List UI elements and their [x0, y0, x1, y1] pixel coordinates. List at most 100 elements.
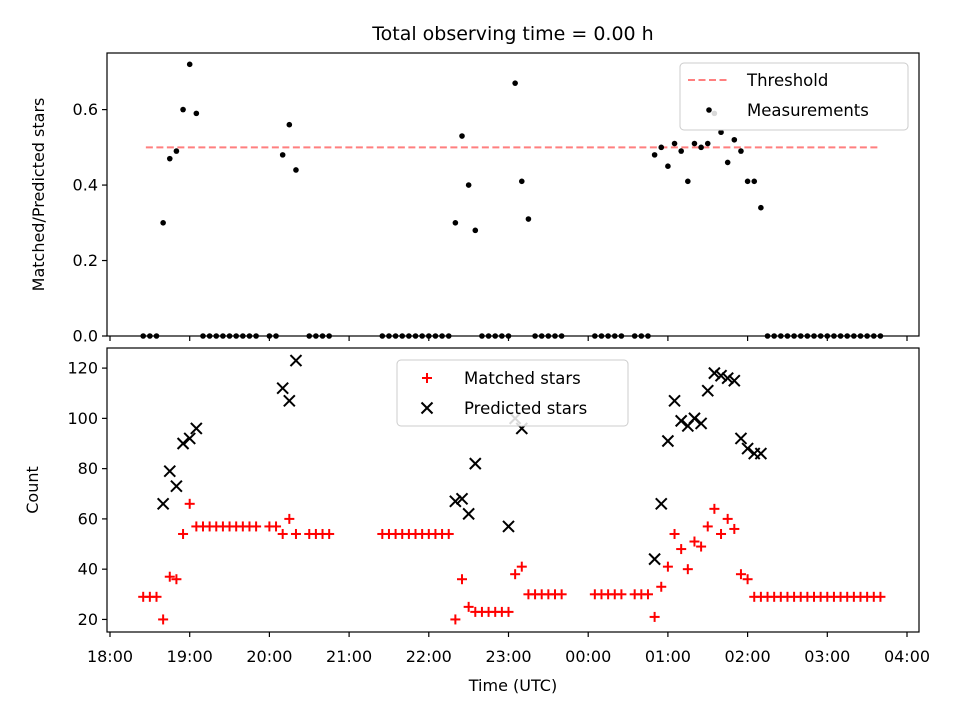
matched-star-point: [616, 589, 627, 600]
matched-star-point: [457, 574, 468, 585]
predicted-star-point: [708, 366, 721, 380]
predicted-star-point: [455, 492, 469, 506]
measurement-point: [758, 204, 764, 211]
predicted-x-b: [190, 422, 203, 435]
predicted-x-b: [734, 432, 748, 445]
matched-star-point: [277, 528, 288, 539]
predicted-star-point: [469, 457, 482, 470]
legend-predicted-label: Predicted stars: [464, 399, 587, 418]
matched-star-point: [290, 528, 301, 539]
bottom-x-tick-label: 21:00: [326, 647, 372, 666]
measurement-point: [472, 227, 479, 234]
predicted-x-b: [721, 371, 734, 385]
matched-star-point: [696, 541, 707, 552]
legend-matched-label: Matched stars: [464, 369, 581, 388]
bottom-subplot: 20 40 60 80 100 120 18:00 19:00 20:00 21:00 22:00 2…: [23, 347, 930, 695]
matched-star-point: [649, 611, 660, 622]
bottom-x-tick-label: 00:00: [565, 647, 611, 666]
measurement-point: [678, 148, 684, 154]
predicted-x-b: [701, 384, 714, 397]
matched-star-point: [271, 521, 282, 532]
predicted-star-point: [655, 497, 668, 511]
predicted-x-b: [283, 394, 296, 407]
predicted-star-point: [648, 552, 661, 566]
predicted-x-b: [170, 480, 183, 493]
bottom-y-tick-label: 120: [67, 359, 98, 378]
predicted-x-b: [469, 457, 482, 470]
predicted-x-b: [449, 495, 462, 508]
measurement-point: [731, 136, 738, 143]
predicted-x-b: [754, 447, 768, 460]
predicted-star-point: [688, 412, 701, 425]
predicted-star-point: [502, 520, 515, 533]
matched-star-point: [676, 544, 687, 555]
legend-measurements-swatch: [706, 107, 712, 113]
bottom-x-tick-label: 22:00: [406, 647, 452, 666]
matched-star-point: [662, 561, 673, 572]
matched-star-point: [503, 606, 514, 617]
predicted-x-b: [289, 354, 303, 367]
bottom-y-tick-label: 40: [78, 560, 98, 579]
measurement-point: [193, 110, 200, 117]
predicted-star-point: [661, 434, 675, 448]
predicted-star-point: [449, 495, 462, 508]
measurement-point: [718, 129, 724, 136]
predicted-star-point: [289, 354, 303, 367]
top-y-axis-label: Matched/Predicted stars: [29, 98, 48, 292]
measurement-point: [651, 152, 658, 158]
predicted-star-point: [163, 464, 176, 478]
matched-star-point: [324, 528, 335, 539]
matched-star-point: [556, 589, 567, 600]
measurement-point: [724, 159, 731, 166]
measurement-point: [173, 148, 180, 154]
measurement-point: [744, 178, 751, 185]
predicted-x-b: [462, 507, 475, 521]
bottom-legend-box: [396, 359, 629, 427]
predicted-star-point: [728, 374, 741, 387]
predicted-star-point: [183, 432, 196, 445]
bottom-y-tick-label: 100: [67, 409, 98, 428]
matched-star-point: [443, 528, 454, 539]
matched-star-point: [722, 513, 733, 524]
predicted-star-point: [741, 442, 754, 455]
bottom-x-tick-label: 04:00: [884, 647, 930, 666]
matched-star-point: [284, 513, 295, 524]
predicted-star-point: [190, 422, 203, 435]
predicted-star-point: [170, 480, 183, 493]
matched-star-point: [742, 574, 753, 585]
matched-star-point: [463, 601, 474, 612]
predicted-star-point: [714, 369, 728, 382]
measurement-point: [658, 144, 665, 151]
matched-star-point: [151, 591, 162, 602]
predicted-x-b: [714, 369, 728, 382]
predicted-star-point: [674, 414, 688, 428]
top-y-tick-label: 0.2: [73, 251, 98, 270]
bottom-y-tick-label: 60: [78, 509, 98, 528]
legend-measurements-label: Measurements: [747, 101, 869, 120]
predicted-x-b: [502, 520, 515, 533]
bottom-y-tick-label: 80: [78, 459, 98, 478]
bottom-x-tick-label: 20:00: [246, 647, 292, 666]
measurement-point: [685, 178, 691, 185]
measurement-point: [525, 216, 532, 222]
predicted-star-point: [721, 371, 734, 385]
measurement-point: [691, 140, 698, 147]
matched-star-point: [682, 564, 693, 575]
measurement-point: [698, 144, 704, 151]
matched-star-point: [171, 574, 182, 585]
matched-star-point: [729, 523, 740, 534]
bottom-x-tick-label: 02:00: [725, 647, 771, 666]
predicted-x-b: [668, 394, 681, 407]
measurement-point: [671, 140, 678, 147]
top-legend-box: [679, 62, 909, 131]
measurement-point: [738, 148, 744, 154]
matched-star-point: [702, 521, 713, 532]
measurement-point: [286, 121, 293, 128]
matched-star-point: [735, 569, 746, 580]
top-y-tick-label: 0.0: [73, 327, 98, 346]
bottom-y-tick-label: 20: [78, 610, 98, 629]
predicted-x-b: [156, 497, 170, 511]
predicted-x-b: [661, 434, 675, 448]
matched-star-point: [178, 528, 189, 539]
